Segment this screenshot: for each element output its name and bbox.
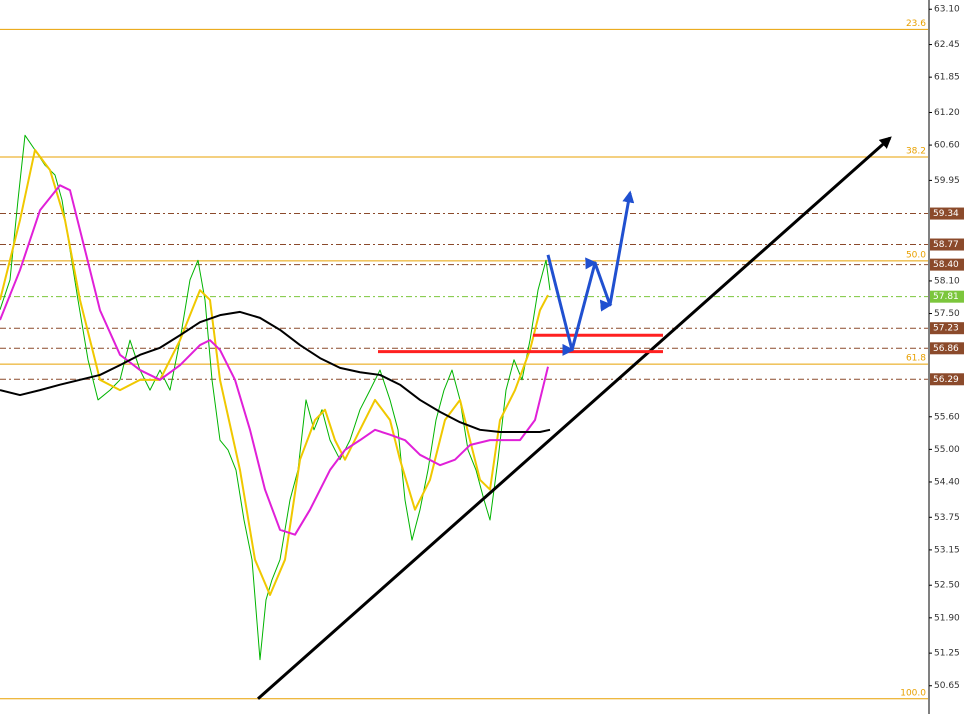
- price-level-label: 57.23: [933, 324, 959, 334]
- y-tick-label: 54.40: [934, 477, 960, 487]
- series-line: [0, 310, 551, 433]
- y-tick-label: 58.10: [934, 276, 960, 286]
- price-level-label: 57.81: [933, 292, 959, 302]
- price-level-box: [930, 207, 964, 220]
- y-tick-label: 51.90: [934, 613, 960, 623]
- y-tick-label: 52.50: [934, 581, 960, 591]
- y-tick-label: 57.50: [934, 309, 960, 319]
- price-level-box: [930, 238, 964, 251]
- projection: [546, 190, 635, 356]
- fib-label: 50.0: [906, 250, 926, 260]
- price-level-box: [930, 258, 964, 271]
- y-tick-label: 55.00: [934, 445, 960, 455]
- price-level-box: [930, 290, 964, 303]
- y-tick-label: 60.60: [934, 141, 960, 151]
- y-tick-label: 63.10: [934, 5, 960, 15]
- price-level-label: 58.40: [933, 260, 959, 270]
- price-level-label: 56.29: [933, 375, 959, 385]
- price-level-label: 59.34: [933, 209, 959, 219]
- series-line: [0, 134, 551, 661]
- y-tick-label: 53.75: [934, 513, 960, 523]
- price-level-box: [930, 342, 964, 355]
- series-line: [0, 148, 549, 596]
- y-tick-label: 53.15: [934, 545, 960, 555]
- price-level-box: [930, 373, 964, 386]
- fib-label: 38.2: [906, 147, 926, 157]
- y-tick-label: 51.25: [934, 649, 960, 659]
- y-tick-label: 61.85: [934, 73, 960, 83]
- y-tick-label: 50.65: [934, 681, 960, 691]
- y-tick-label: 62.45: [934, 40, 960, 50]
- price-level-box: [930, 322, 964, 335]
- y-tick-label: 55.60: [934, 412, 960, 422]
- series-line: [0, 184, 549, 536]
- fib-label: 23.6: [906, 19, 926, 29]
- fib-label: 100.0: [900, 688, 926, 698]
- y-tick-label: 59.95: [934, 176, 960, 186]
- trendline: [257, 136, 892, 700]
- price-level-label: 56.86: [933, 344, 959, 354]
- price-level-label: 58.77: [933, 240, 959, 250]
- fib-label: 61.8: [906, 354, 926, 364]
- y-tick-label: 61.20: [934, 108, 960, 118]
